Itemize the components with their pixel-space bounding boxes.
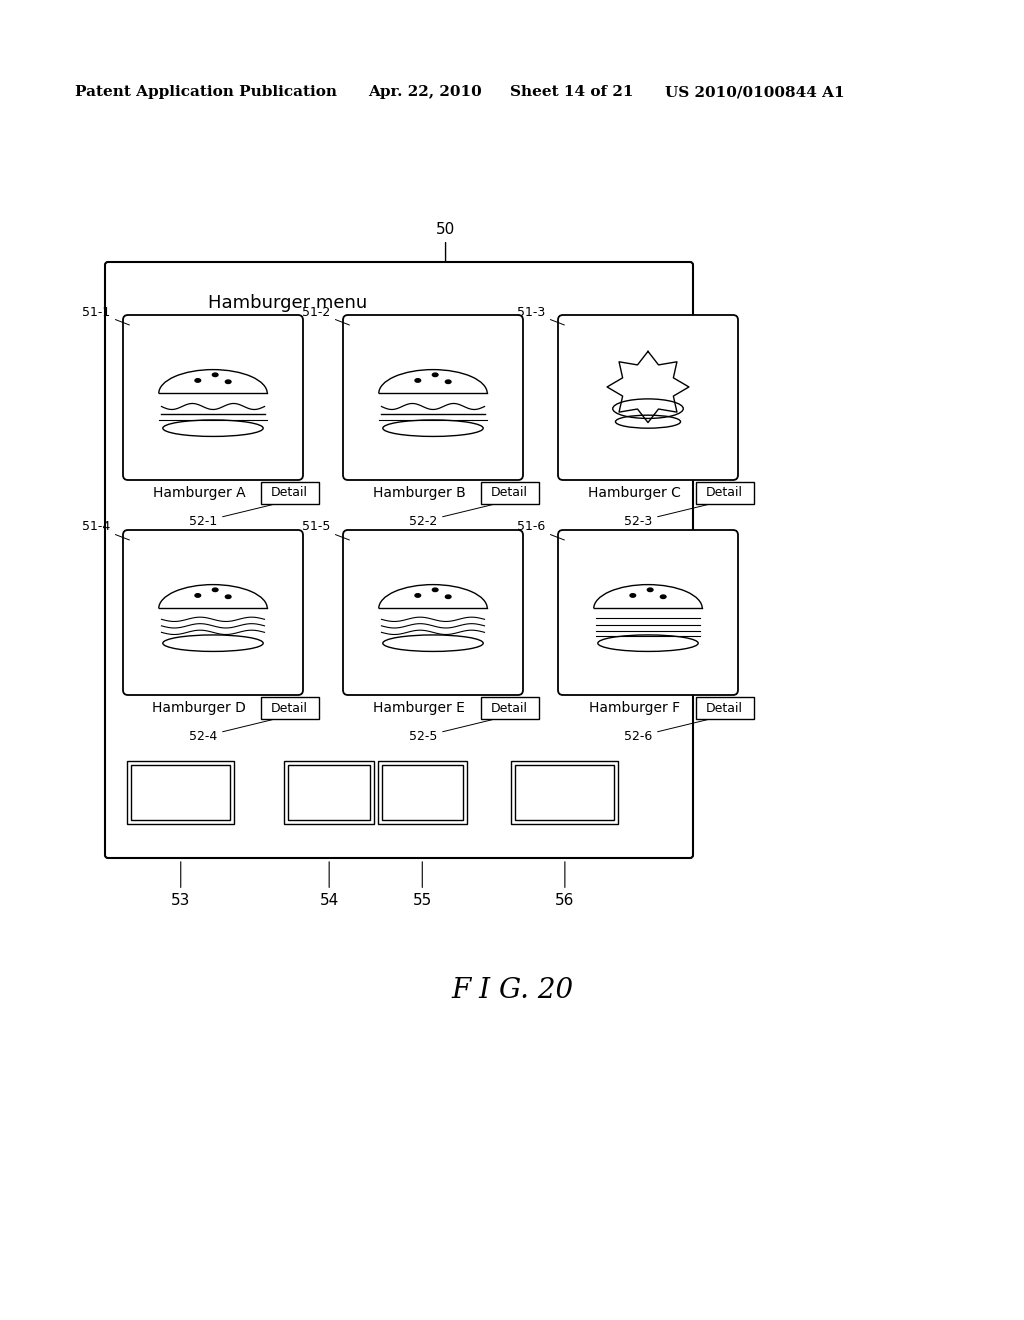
Bar xyxy=(480,482,539,504)
FancyBboxPatch shape xyxy=(343,531,523,696)
Text: 54: 54 xyxy=(319,862,339,908)
FancyBboxPatch shape xyxy=(343,315,523,480)
Text: Detail: Detail xyxy=(271,701,308,714)
Bar xyxy=(131,766,230,820)
Text: Hamburger B: Hamburger B xyxy=(373,486,466,500)
Ellipse shape xyxy=(415,594,421,597)
Ellipse shape xyxy=(647,589,653,591)
Text: 51-4: 51-4 xyxy=(82,520,129,540)
Text: Detail: Detail xyxy=(707,701,743,714)
Bar xyxy=(378,762,467,824)
FancyBboxPatch shape xyxy=(558,531,738,696)
Text: Detail: Detail xyxy=(492,487,528,499)
Ellipse shape xyxy=(415,379,421,383)
Bar xyxy=(695,697,754,719)
Ellipse shape xyxy=(195,379,201,383)
Bar xyxy=(695,482,754,504)
Bar xyxy=(260,697,318,719)
Text: 51-6: 51-6 xyxy=(517,520,564,540)
Text: US 2010/0100844 A1: US 2010/0100844 A1 xyxy=(665,84,845,99)
Bar xyxy=(511,762,618,824)
Text: Order: Order xyxy=(545,785,585,800)
Text: Patent Application Publication: Patent Application Publication xyxy=(75,84,337,99)
Text: 52-4: 52-4 xyxy=(188,719,272,743)
Text: Hamburger E: Hamburger E xyxy=(374,701,465,715)
Ellipse shape xyxy=(432,589,438,591)
Ellipse shape xyxy=(432,374,438,376)
Bar xyxy=(289,766,370,820)
Bar xyxy=(285,762,374,824)
Text: Hamburger D: Hamburger D xyxy=(153,701,247,715)
Text: 51-5: 51-5 xyxy=(302,520,349,540)
FancyBboxPatch shape xyxy=(123,531,303,696)
Text: 50: 50 xyxy=(436,222,456,263)
Text: Hamburger C: Hamburger C xyxy=(588,486,681,500)
Text: Hamburger F: Hamburger F xyxy=(589,701,680,715)
Ellipse shape xyxy=(660,595,666,598)
Text: 55: 55 xyxy=(413,862,432,908)
Text: F I G. 20: F I G. 20 xyxy=(451,977,573,1003)
Text: 56: 56 xyxy=(555,862,574,908)
Text: 51-2: 51-2 xyxy=(302,305,349,325)
Text: Hamburger menu: Hamburger menu xyxy=(208,294,368,312)
Bar xyxy=(382,766,463,820)
Ellipse shape xyxy=(630,594,636,597)
Text: 51-3: 51-3 xyxy=(517,305,564,325)
Text: Hamburger A: Hamburger A xyxy=(153,486,246,500)
Text: Next
page: Next page xyxy=(404,777,439,808)
Text: 51-1: 51-1 xyxy=(82,305,129,325)
Text: 53: 53 xyxy=(171,862,190,908)
Bar xyxy=(127,762,234,824)
Ellipse shape xyxy=(225,595,231,598)
Ellipse shape xyxy=(445,380,451,384)
Ellipse shape xyxy=(212,374,218,376)
Ellipse shape xyxy=(195,594,201,597)
Text: Previous
page: Previous page xyxy=(300,777,358,808)
Bar xyxy=(260,482,318,504)
Text: 52-6: 52-6 xyxy=(624,719,708,743)
Text: 52-5: 52-5 xyxy=(409,719,493,743)
Text: 52-1: 52-1 xyxy=(188,504,272,528)
Text: Detail: Detail xyxy=(271,487,308,499)
Text: Detail: Detail xyxy=(707,487,743,499)
FancyBboxPatch shape xyxy=(558,315,738,480)
Text: 52-2: 52-2 xyxy=(409,504,493,528)
Text: Detail: Detail xyxy=(492,701,528,714)
FancyBboxPatch shape xyxy=(123,315,303,480)
Bar xyxy=(515,766,614,820)
Text: 52-3: 52-3 xyxy=(624,504,708,528)
Text: Sheet 14 of 21: Sheet 14 of 21 xyxy=(510,84,634,99)
Bar xyxy=(480,697,539,719)
Ellipse shape xyxy=(225,380,231,384)
Ellipse shape xyxy=(445,595,451,598)
FancyBboxPatch shape xyxy=(105,261,693,858)
Text: Return: Return xyxy=(158,785,204,800)
Text: Apr. 22, 2010: Apr. 22, 2010 xyxy=(368,84,481,99)
Ellipse shape xyxy=(212,589,218,591)
